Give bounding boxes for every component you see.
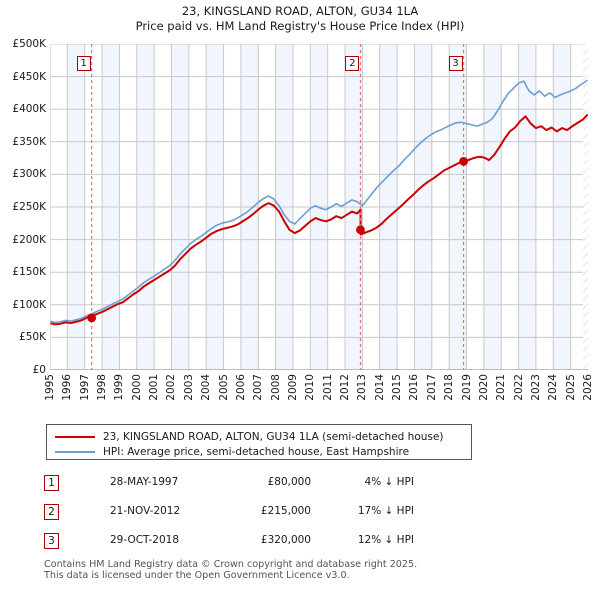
x-tick-label: 2026 [582, 374, 594, 401]
row-hpi-delta: 17% ↓ HPI [357, 505, 414, 517]
x-tick-label: 1996 [61, 374, 74, 401]
title-line-2: Price paid vs. HM Land Registry's House … [135, 19, 465, 33]
x-tick-label: 2023 [529, 374, 542, 401]
chart-legend: 23, KINGSLAND ROAD, ALTON, GU34 1LA (sem… [46, 424, 472, 460]
x-tick-label: 2000 [130, 374, 143, 401]
x-tick-label: 2013 [356, 374, 369, 401]
x-tick-label: 2016 [408, 374, 421, 401]
x-tick-label: 2008 [269, 374, 282, 401]
legend-label-property: 23, KINGSLAND ROAD, ALTON, GU34 1LA (sem… [103, 430, 444, 443]
row-number-badge: 2 [44, 504, 59, 520]
x-tick-label: 2022 [512, 374, 525, 401]
x-tick-label: 2025 [564, 374, 577, 401]
row-price: £215,000 [260, 505, 311, 517]
sale-marker-3[interactable]: 3 [448, 56, 463, 71]
y-tick-label: £300K [12, 168, 46, 181]
y-tick-label: £250K [12, 201, 46, 213]
legend-swatch-red [55, 435, 95, 438]
x-tick-label: 1997 [78, 374, 91, 401]
sale-marker-2[interactable]: 2 [345, 56, 360, 71]
y-tick-label: £0 [32, 364, 46, 376]
x-tick-label: 2014 [373, 374, 386, 401]
x-tick-label: 2006 [234, 374, 247, 401]
x-axis-labels: 1995 1996 1997 1998 1999 2000 2001 2002 2003 2004… [44, 372, 594, 418]
legend-swatch-blue [55, 450, 95, 453]
y-tick-label: £50K [19, 331, 46, 344]
x-tick-label: 2010 [304, 374, 317, 401]
x-tick-label: 2001 [148, 374, 161, 401]
x-tick-label: 2018 [443, 374, 456, 401]
transactions-table: 1 28-MAY-1997 £80,000 4% ↓ HPI 2 21-NOV-… [44, 472, 464, 559]
row-date: 29-OCT-2018 [110, 534, 179, 546]
y-tick-label: £350K [12, 135, 46, 148]
x-tick-label: 2003 [182, 374, 195, 401]
row-price: £80,000 [267, 476, 311, 488]
footer-line-2: This data is licensed under the Open Gov… [44, 570, 350, 581]
y-tick-label: £450K [12, 70, 46, 83]
legend-item-property: 23, KINGSLAND ROAD, ALTON, GU34 1LA (sem… [47, 429, 471, 444]
x-tick-label: 1998 [96, 374, 109, 401]
x-tick-label: 2019 [460, 374, 473, 401]
row-number-badge: 1 [44, 475, 59, 491]
row-date: 21-NOV-2012 [110, 505, 181, 517]
x-tick-label: 2009 [286, 374, 299, 401]
row-price: £320,000 [260, 534, 311, 546]
x-tick-label: 2020 [477, 374, 490, 401]
x-tick-label: 2005 [217, 374, 230, 401]
x-tick-label: 2011 [321, 374, 334, 401]
table-row: 2 21-NOV-2012 £215,000 17% ↓ HPI [44, 501, 464, 530]
table-row: 1 28-MAY-1997 £80,000 4% ↓ HPI [44, 472, 464, 501]
y-tick-label: £400K [12, 103, 46, 116]
y-tick-label: £100K [12, 298, 46, 311]
x-tick-label: 1995 [44, 374, 56, 401]
x-tick-label: 2007 [252, 374, 265, 401]
table-row: 3 29-OCT-2018 £320,000 12% ↓ HPI [44, 530, 464, 559]
row-number-badge: 3 [44, 533, 59, 549]
price-history-chart [50, 44, 588, 370]
x-tick-label: 2021 [495, 374, 508, 401]
legend-item-hpi: HPI: Average price, semi-detached house,… [47, 444, 471, 459]
footer-attribution: Contains HM Land Registry data © Crown c… [44, 559, 574, 581]
x-tick-label: 2002 [165, 374, 178, 401]
x-tick-label: 2015 [391, 374, 404, 401]
title-line-1: 23, KINGSLAND ROAD, ALTON, GU34 1LA [181, 4, 419, 18]
x-tick-label: 1999 [113, 374, 126, 401]
y-tick-label: £200K [12, 233, 46, 246]
sale-marker-1[interactable]: 1 [76, 56, 91, 71]
page-title: 23, KINGSLAND ROAD, ALTON, GU34 1LA Pric… [0, 4, 600, 34]
legend-label-hpi: HPI: Average price, semi-detached house,… [103, 445, 410, 458]
x-tick-label: 2012 [339, 374, 352, 401]
chart-plot-area: 1 2 3 [50, 44, 588, 370]
row-hpi-delta: 4% ↓ HPI [364, 476, 414, 488]
y-tick-label: £150K [12, 266, 46, 279]
x-tick-label: 2017 [425, 374, 438, 401]
footer-line-1: Contains HM Land Registry data © Crown c… [44, 559, 418, 570]
x-tick-label: 2004 [200, 374, 213, 401]
row-date: 28-MAY-1997 [110, 476, 179, 488]
x-tick-label: 2024 [547, 374, 560, 401]
row-hpi-delta: 12% ↓ HPI [357, 534, 414, 546]
y-tick-label: £500K [12, 38, 46, 50]
